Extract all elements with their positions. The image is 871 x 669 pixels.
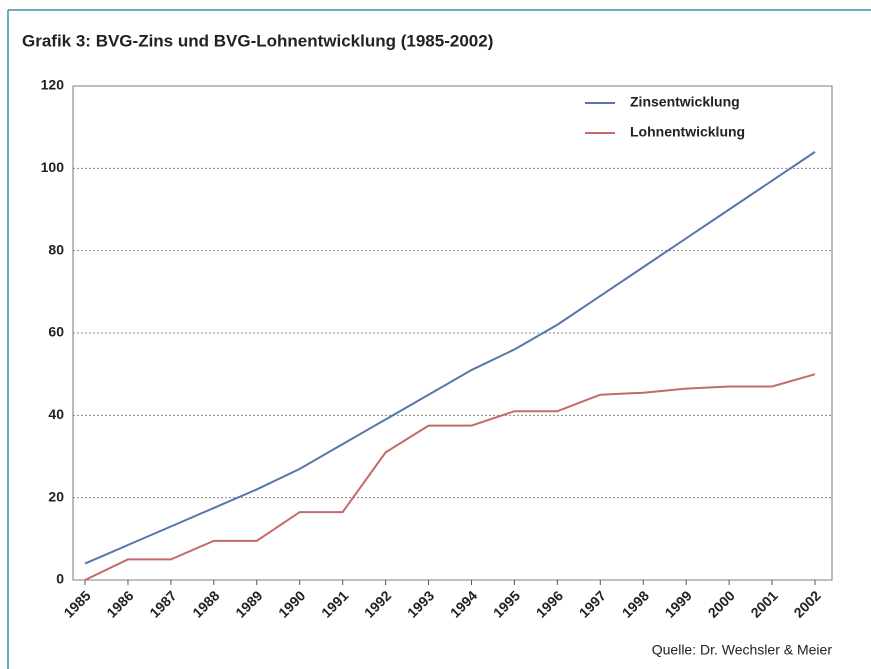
- x-tick-label: 1999: [662, 587, 695, 620]
- x-tick-label: 2001: [747, 587, 780, 620]
- y-tick-label: 80: [48, 241, 64, 257]
- y-tick-label: 60: [48, 324, 64, 340]
- x-tick-label: 2000: [705, 587, 738, 620]
- x-tick-label: 1992: [361, 587, 394, 620]
- legend-label: Zinsentwicklung: [630, 94, 740, 110]
- y-tick-label: 100: [41, 159, 65, 175]
- x-tick-label: 1991: [318, 587, 351, 620]
- y-tick-label: 20: [48, 488, 64, 504]
- y-tick-label: 40: [48, 406, 64, 422]
- x-tick-label: 1990: [275, 587, 308, 620]
- x-tick-label: 1986: [103, 587, 136, 620]
- y-tick-label: 0: [56, 571, 64, 587]
- x-tick-label: 1997: [576, 587, 609, 620]
- x-tick-label: 1995: [490, 587, 523, 620]
- series-line: [84, 373, 816, 581]
- x-tick-label: 1993: [404, 587, 437, 620]
- legend-label: Lohnentwicklung: [630, 124, 745, 140]
- x-tick-label: 1989: [232, 587, 265, 620]
- x-tick-label: 1988: [189, 587, 222, 620]
- x-tick-label: 1987: [146, 587, 179, 620]
- y-tick-label: 120: [41, 77, 65, 93]
- x-tick-label: 2002: [790, 587, 823, 620]
- x-tick-label: 1996: [533, 587, 566, 620]
- x-tick-label: 1985: [60, 587, 93, 620]
- source-note: Quelle: Dr. Wechsler & Meier: [652, 642, 833, 658]
- x-tick-label: 1994: [447, 587, 480, 620]
- series-line: [84, 151, 816, 565]
- x-tick-label: 1998: [619, 587, 652, 620]
- chart-title: Grafik 3: BVG-Zins und BVG-Lohnentwicklu…: [22, 31, 493, 50]
